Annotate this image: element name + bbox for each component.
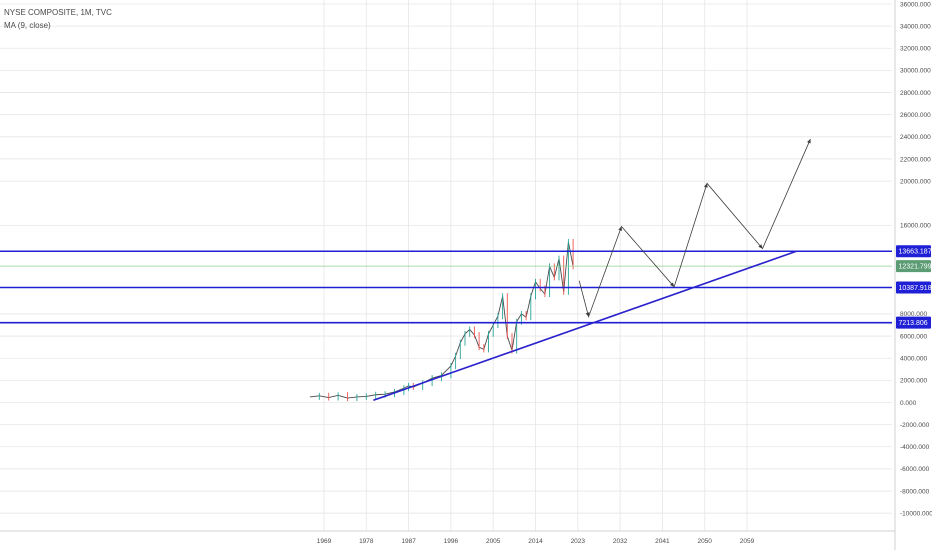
forecast-arrowhead: [758, 244, 763, 249]
chart-grid: [0, 0, 892, 531]
x-tick-label: 2023: [571, 538, 586, 545]
price-axis[interactable]: 36000.000 34000.000 32000.000 30000.000 2800…: [894, 0, 932, 550]
indicator-label[interactable]: MA (9, close): [4, 21, 51, 30]
y-tick-label: 16000.000: [900, 223, 931, 230]
x-tick-label: 1978: [359, 538, 374, 545]
level-price-badge: 7213.806: [899, 320, 928, 327]
forecast-arrowhead: [618, 226, 622, 231]
level-price-badge: 13663.187: [899, 249, 932, 256]
x-tick-label: 2059: [740, 538, 755, 545]
y-tick-label: 24000.000: [900, 134, 931, 141]
level-price-badge-background: [896, 281, 931, 294]
price-series: [309, 238, 574, 402]
forecast-path: [578, 138, 811, 319]
y-tick-label: 22000.000: [900, 156, 931, 163]
x-tick-label: 1969: [317, 538, 332, 545]
y-tick-label: -4000.000: [900, 444, 930, 451]
level-price-badge-background: [896, 316, 931, 329]
x-tick-label: 2050: [697, 538, 712, 545]
x-tick-label: 1987: [401, 538, 416, 545]
y-tick-label: 6000.000: [900, 333, 927, 340]
y-tick-label: 32000.000: [900, 46, 931, 53]
y-tick-label: -10000.000: [900, 511, 932, 518]
y-tick-label: 2000.000: [900, 378, 927, 385]
y-tick-label: 36000.000: [900, 1, 931, 8]
x-tick-label: 2041: [655, 538, 670, 545]
current-price-badge: 12321.799: [899, 264, 932, 271]
trendline: [373, 250, 797, 402]
x-tick-label: 2032: [613, 538, 628, 545]
forecast-arrowhead: [807, 139, 811, 144]
symbol-title[interactable]: NYSE COMPOSITE, 1M, TVC: [4, 8, 112, 17]
x-tick-label: 2014: [528, 538, 543, 545]
y-tick-label: 30000.000: [900, 68, 931, 75]
x-tick-label: 2005: [486, 538, 501, 545]
y-tick-label: 8000.000: [900, 311, 927, 318]
current-price-badge-background: [896, 260, 931, 273]
level-price-badge: 10387.918: [899, 285, 932, 292]
chart-legend: NYSE COMPOSITE, 1M, TVC MA (9, close): [4, 6, 112, 32]
level-price-badge-background: [896, 245, 931, 258]
y-tick-label: -8000.000: [900, 488, 930, 495]
x-tick-label: 1996: [444, 538, 459, 545]
y-tick-label: -6000.000: [900, 466, 930, 473]
forecast-arrowhead: [585, 312, 590, 317]
forecast-arrowhead: [703, 183, 708, 188]
y-tick-label: 4000.000: [900, 356, 927, 363]
y-tick-label: 34000.000: [900, 23, 931, 30]
y-tick-label: 20000.000: [900, 178, 931, 185]
time-axis[interactable]: 1969 1978 1987 1996 2005 2014 2023 2032 2041 2050…: [0, 530, 895, 545]
drawings-layer[interactable]: [0, 138, 892, 402]
y-tick-label: -2000.000: [900, 422, 930, 429]
y-tick-label: 26000.000: [900, 112, 931, 119]
y-tick-label: 28000.000: [900, 90, 931, 97]
y-tick-label: 0.000: [900, 400, 917, 407]
price-badges: 13663.187 10387.918 7213.806 12321.799: [896, 245, 932, 329]
forecast-arrowhead: [670, 282, 675, 287]
